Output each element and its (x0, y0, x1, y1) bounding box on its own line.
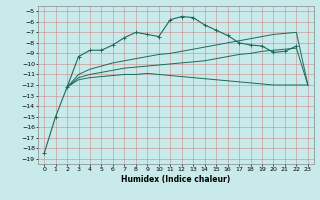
X-axis label: Humidex (Indice chaleur): Humidex (Indice chaleur) (121, 175, 231, 184)
